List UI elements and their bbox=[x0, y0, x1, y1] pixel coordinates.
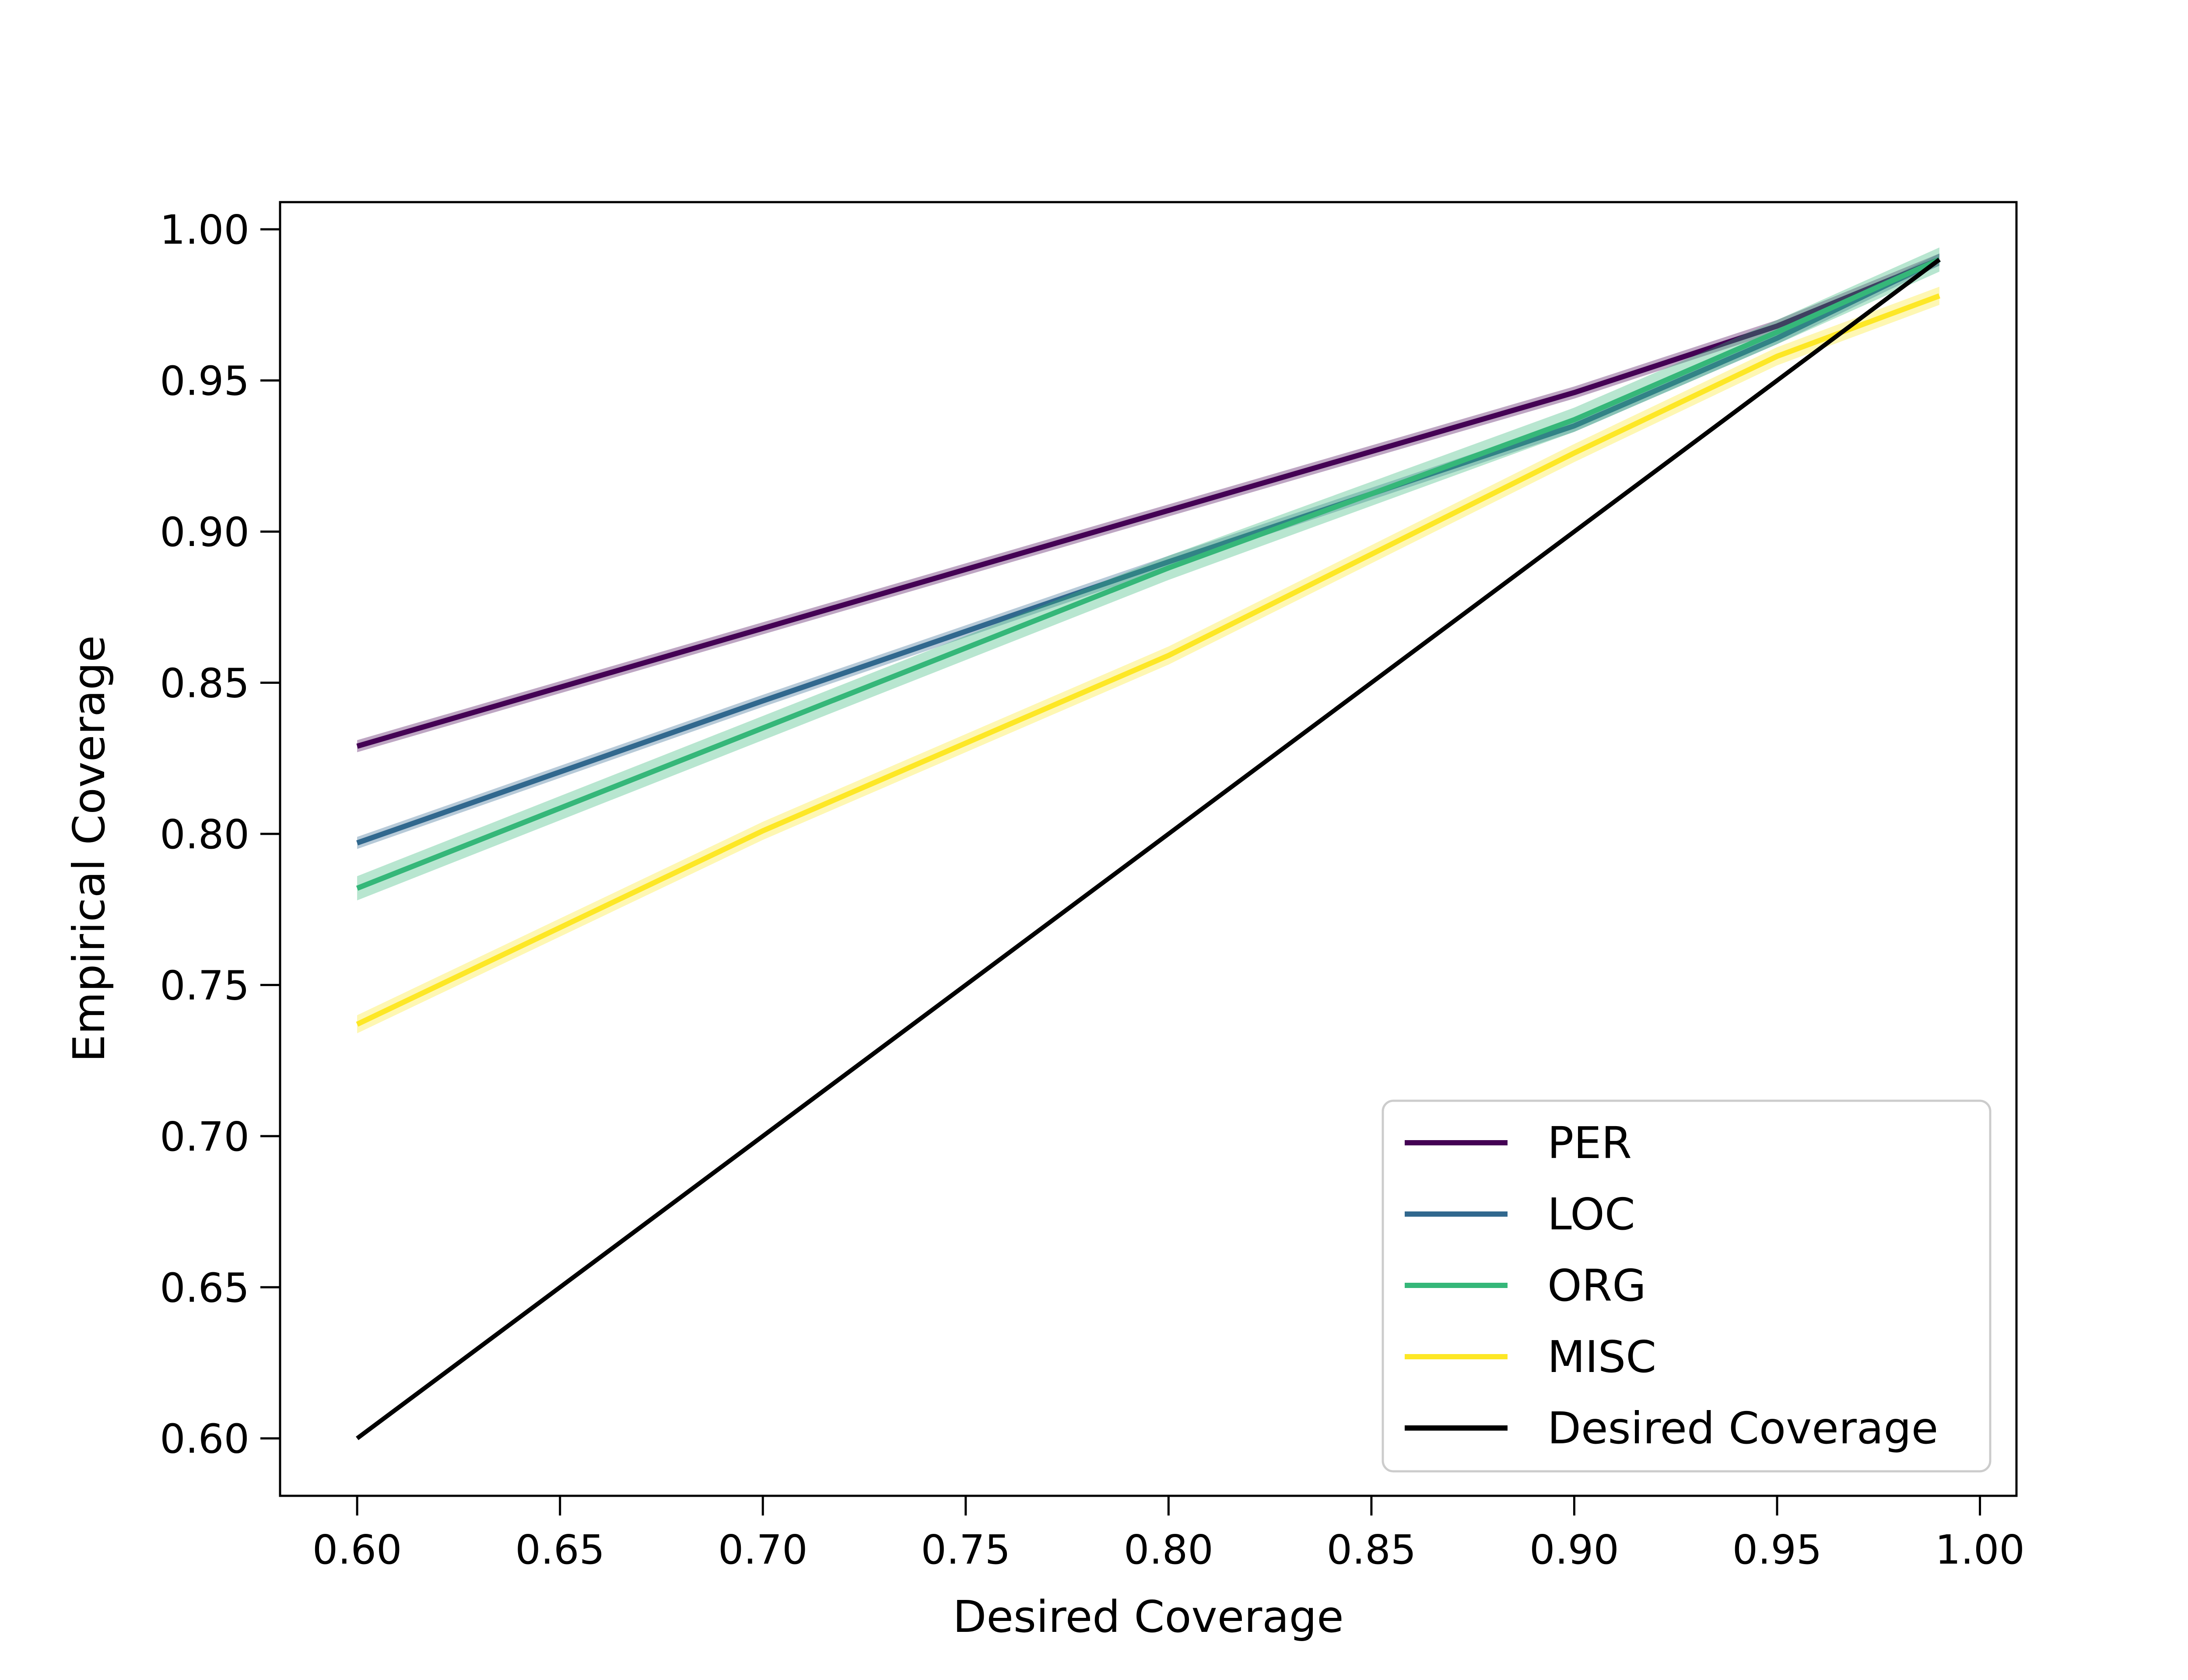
line-org bbox=[356, 257, 1941, 891]
x-tick-label: 0.65 bbox=[515, 1526, 605, 1573]
y-tick-label: 0.90 bbox=[160, 509, 249, 556]
y-tick-label: 0.60 bbox=[160, 1416, 249, 1463]
legend-label-misc: MISC bbox=[1547, 1331, 1656, 1382]
x-tick-label: 0.70 bbox=[718, 1526, 808, 1573]
x-tick-label: 0.60 bbox=[312, 1526, 402, 1573]
legend-frame bbox=[1382, 1099, 1992, 1473]
legend-label-org: ORG bbox=[1547, 1260, 1646, 1311]
legend-label-loc: LOC bbox=[1547, 1189, 1635, 1240]
legend-label-desired-coverage: Desired Coverage bbox=[1547, 1403, 1938, 1454]
plot-frame bbox=[279, 201, 2018, 1497]
x-tick-label: 0.80 bbox=[1124, 1526, 1213, 1573]
x-axis-label: Desired Coverage bbox=[953, 1591, 1343, 1642]
y-tick-label: 0.85 bbox=[160, 660, 249, 707]
line-misc bbox=[356, 293, 1940, 1027]
band-per bbox=[357, 253, 1939, 752]
band-loc bbox=[357, 253, 1939, 849]
y-axis-label: Empirical Coverage bbox=[63, 635, 115, 1062]
y-tick-label: 0.65 bbox=[160, 1264, 249, 1311]
line-per bbox=[356, 257, 1941, 749]
legend-label-per: PER bbox=[1547, 1117, 1632, 1169]
y-tick-label: 0.75 bbox=[160, 962, 249, 1009]
y-tick-label: 0.80 bbox=[160, 811, 249, 858]
x-tick-label: 0.90 bbox=[1529, 1526, 1619, 1573]
y-tick-label: 0.70 bbox=[160, 1113, 249, 1160]
x-tick-label: 0.75 bbox=[921, 1526, 1010, 1573]
x-tick-label: 0.95 bbox=[1732, 1526, 1822, 1573]
y-tick-label: 0.95 bbox=[160, 358, 249, 405]
line-desired-coverage bbox=[356, 258, 1941, 1440]
x-axis-ticks: 0.60 0.65 0.70 0.75 0.80 0.85 0.90 0.95 1.00 bbox=[312, 1496, 2025, 1573]
y-axis-ticks: 0.60 0.65 0.70 0.75 0.80 0.85 0.90 0.95 1.00 bbox=[160, 206, 280, 1463]
x-tick-label: 0.85 bbox=[1326, 1526, 1416, 1573]
band-misc bbox=[357, 287, 1939, 1033]
x-tick-label: 1.00 bbox=[1935, 1526, 2025, 1573]
series-group bbox=[356, 247, 1941, 1440]
y-tick-label: 1.00 bbox=[160, 206, 249, 253]
legend: PER LOC ORG MISC Desired Coverage bbox=[1382, 1099, 1992, 1473]
